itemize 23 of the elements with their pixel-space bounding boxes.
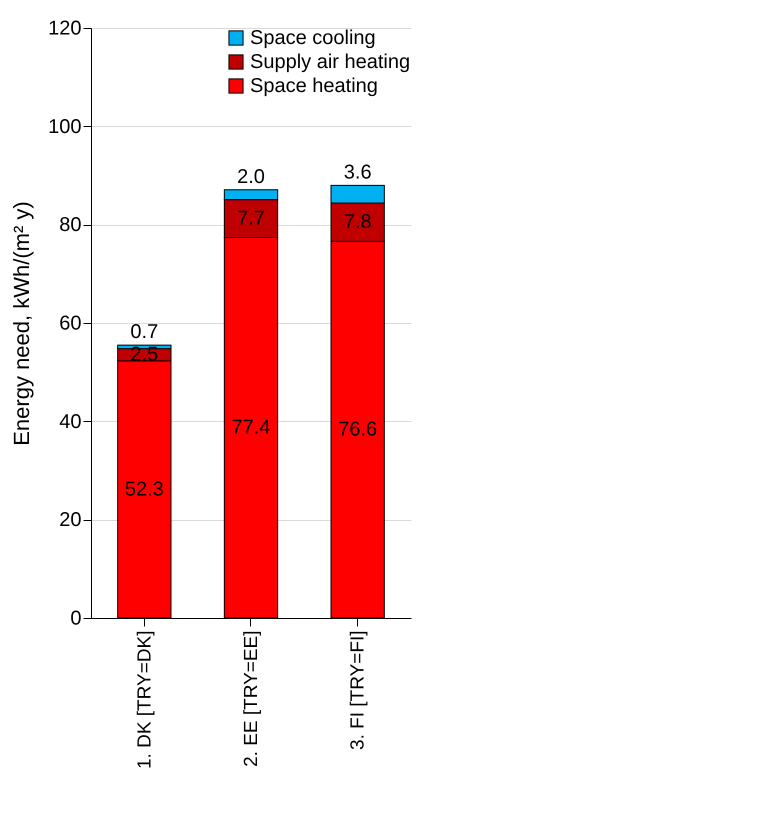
legend-label: Space heating (250, 75, 378, 97)
y-tick-label: 80 (59, 214, 82, 236)
x-tick-label: 3. FI [TRY=FI] (348, 630, 369, 750)
data-label: 3.6 (344, 161, 372, 184)
data-label: 0.7 (130, 321, 158, 344)
legend-label: Supply air heating (250, 51, 410, 73)
data-label: 76.6 (338, 418, 378, 441)
y-tick-label: 100 (48, 116, 82, 138)
y-tick-label: 120 (48, 18, 82, 40)
y-axis-title: Energy need, kWh/(m² y) (9, 201, 34, 446)
data-label: 7.8 (344, 211, 372, 234)
y-tick-label: 20 (59, 509, 82, 532)
x-tick-label: 2. EE [TRY=EE] (241, 630, 262, 767)
legend-label: Space cooling (250, 27, 376, 49)
data-label: 2.0 (237, 166, 265, 188)
x-tick-label: 1. DK [TRY=DK] (134, 630, 156, 770)
y-tick-label: 0 (70, 608, 82, 630)
data-label: 7.7 (237, 208, 265, 230)
y-tick-label: 40 (59, 410, 82, 433)
data-label: 2.5 (130, 344, 158, 366)
data-label: 52.3 (124, 478, 164, 500)
y-tick-label: 60 (59, 312, 82, 334)
data-label: 77.4 (232, 416, 270, 439)
